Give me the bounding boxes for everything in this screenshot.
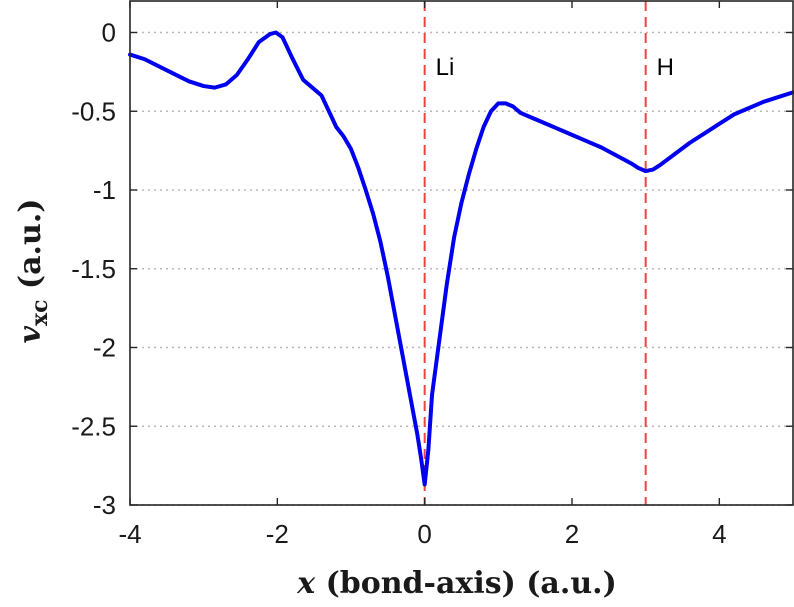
x-tick-label: 4 [712, 519, 726, 549]
y-tick-label: -1 [93, 175, 116, 205]
tick-labels: 0 -0.5 -1 -1.5 -2 -2.5 -3-4 -2 0 2 4 [71, 18, 726, 550]
x-axis-symbol: x [296, 566, 316, 601]
atom-label-h: H [657, 54, 674, 81]
y-axis-subscript: xc [27, 300, 53, 327]
y-tick-label: 0 [102, 18, 116, 48]
tick-marks [129, 1, 793, 506]
y-axis-title-text: (a.u.) [13, 199, 48, 300]
series-layer [128, 30, 794, 487]
y-axis-title: vxc (a.u.) [13, 199, 53, 344]
y-tick-label: -2.5 [71, 411, 116, 441]
plot-area-frame [129, 0, 794, 506]
atom-label-li: Li [436, 54, 455, 81]
y-axis-symbol: v [13, 325, 48, 343]
x-tick-label: -4 [118, 519, 141, 549]
y-tick-label: -2 [93, 333, 116, 363]
x-tick-label: 2 [565, 519, 579, 549]
x-tick-label: 0 [417, 519, 431, 549]
y-tick-label: -0.5 [71, 96, 116, 126]
y-tick-label: -1.5 [71, 254, 116, 284]
annotations: Li H [436, 54, 674, 81]
x-axis-title: x (bond-axis) (a.u.) [296, 566, 617, 601]
atom-markers [423, 1, 647, 505]
series-line-0 [128, 30, 794, 487]
gridlines [130, 31, 793, 506]
y-tick-label: -3 [93, 490, 116, 520]
x-axis-title-text: (bond-axis) (a.u.) [315, 566, 617, 601]
x-tick-label: -2 [266, 519, 289, 549]
